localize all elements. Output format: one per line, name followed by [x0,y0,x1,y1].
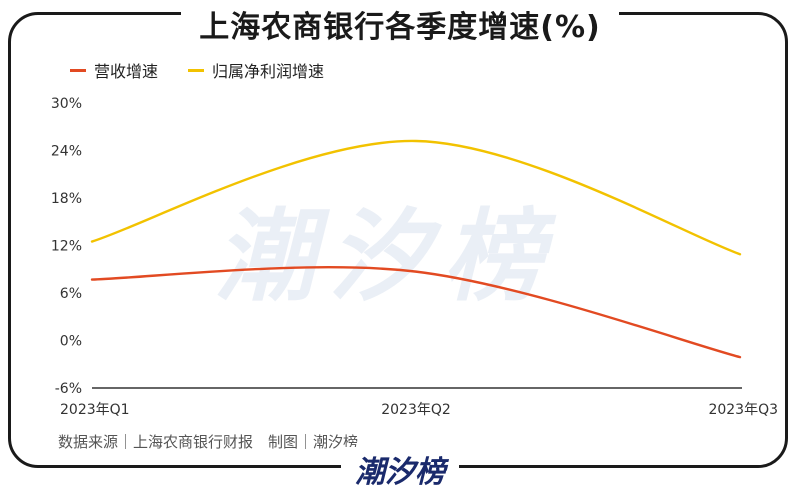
watermark: 潮汐榜 [215,198,557,315]
legend-item-net-profit: 归属净利润增速 [188,58,324,82]
legend-swatch-net-profit [188,68,205,72]
legend-label-revenue: 营收增速 [94,62,159,81]
y-tick-label: 6% [60,286,82,302]
series-line-net-profit [90,139,742,256]
x-tick-label: 2023年Q2 [381,402,451,418]
legend: 营收增速 归属净利润增速 [70,58,324,82]
legend-swatch-revenue [70,68,86,72]
source-note: 数据来源｜上海农商银行财报 制图｜潮汐榜 [58,433,359,451]
legend-item-revenue: 营收增速 [70,58,158,82]
y-tick-label: 24% [51,144,82,160]
y-tick-label: -6% [55,381,82,397]
legend-label-net-profit: 归属净利润增速 [212,62,325,81]
chart-title: 上海农商银行各季度增速(%) [181,0,619,48]
x-tick-label: 2023年Q1 [60,402,130,418]
y-tick-label: 12% [51,239,82,255]
y-tick-label: 18% [51,191,82,207]
x-tick-label: 2023年Q3 [708,402,778,418]
series-line-revenue [90,266,742,359]
y-tick-label: 30% [51,96,82,112]
y-tick-label: 0% [60,334,82,350]
brand-logo: 潮汐榜 [341,447,459,491]
